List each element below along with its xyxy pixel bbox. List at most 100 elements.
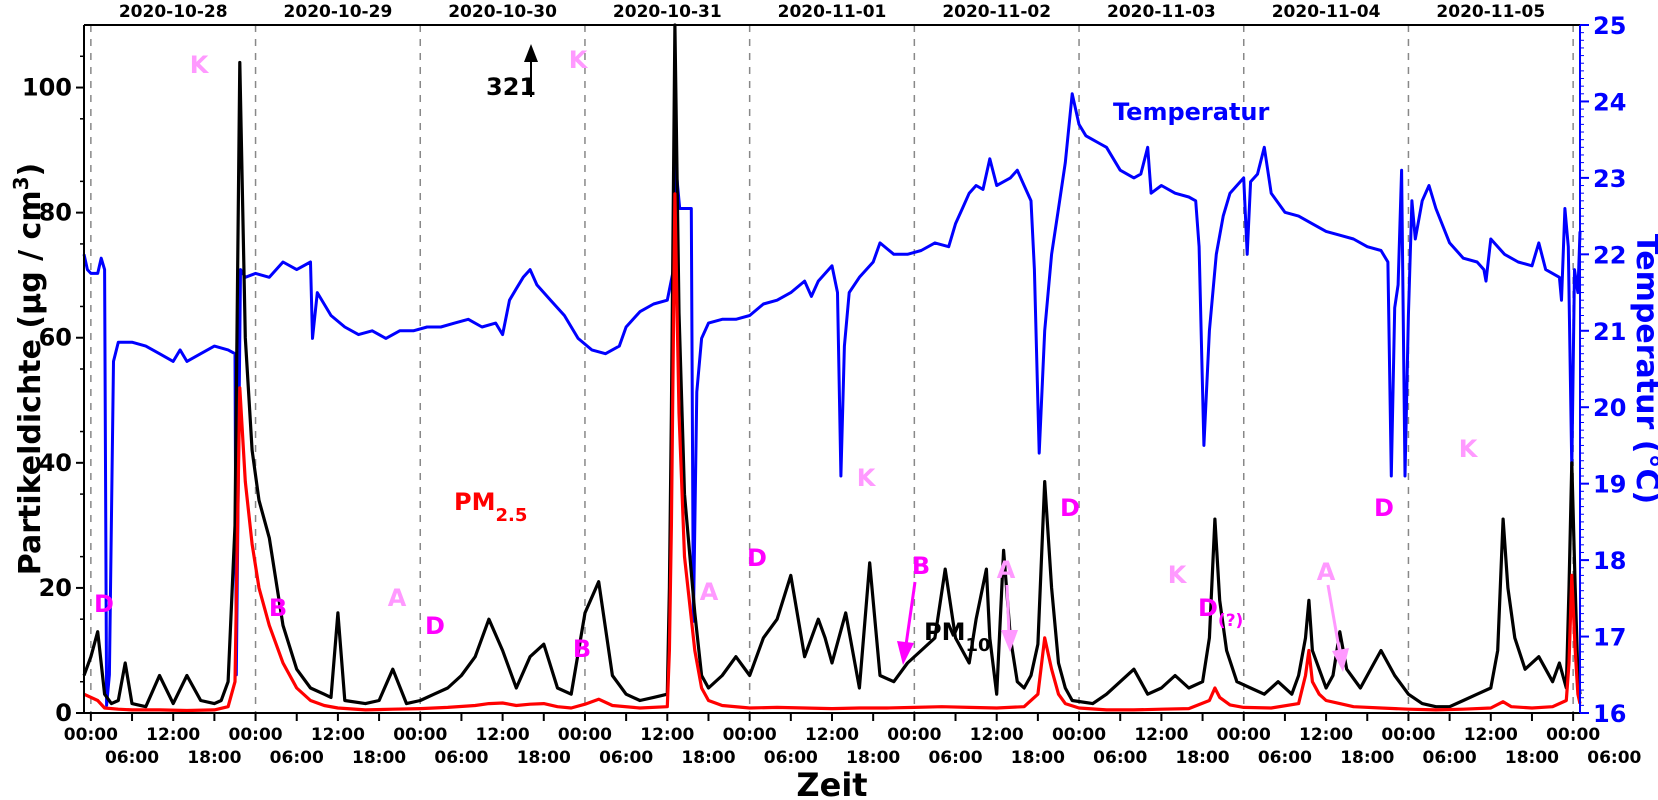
- event-label-k-5: K: [569, 46, 589, 74]
- event-label-b-2: B: [269, 594, 287, 622]
- y-axis-left-title-sup: 3: [9, 176, 33, 190]
- right-tick-label-9: 25: [1593, 12, 1626, 40]
- bottom-ticks: 00:00 12:00 00:00 12:00 00:00 12:00 00:00 12:00…: [64, 713, 1642, 768]
- arrow-a1-head: [1001, 630, 1018, 652]
- x-tick-label-row2-14: 06:00: [1258, 748, 1312, 768]
- x-tick-label-row1-9: 12:00: [805, 725, 859, 745]
- event-label-d-question-sub: (?): [1218, 611, 1243, 631]
- date-labels: 2020-10-28 2020-10-29 2020-10-30 2020-10-31…: [119, 2, 1545, 22]
- right-tick-label-7: 23: [1593, 165, 1626, 193]
- temperature-series: [82, 92, 1582, 707]
- arrow-a2-shaft: [1326, 584, 1342, 655]
- right-tick-label-3: 19: [1593, 471, 1626, 499]
- x-tick-label-row2-16: 06:00: [1423, 748, 1477, 768]
- pm10-label: PM10: [924, 618, 991, 656]
- right-tick-label-4: 20: [1593, 394, 1626, 422]
- y-axis-left-title-main: Partikeldichte (µg / cm: [13, 190, 48, 575]
- x-tick-label-row1-7: 12:00: [640, 725, 694, 745]
- right-tick-label-8: 24: [1593, 88, 1626, 116]
- right-tick-label-6: 22: [1593, 241, 1626, 269]
- plot-area: [84, 25, 1580, 713]
- x-tick-label-row2-12: 06:00: [1093, 748, 1147, 768]
- x-tick-label-row1-12: 00:00: [1052, 725, 1106, 745]
- date-label-3: 2020-10-31: [613, 2, 722, 22]
- right-tick-label-5: 21: [1593, 318, 1626, 346]
- x-tick-label-row2-3: 18:00: [352, 748, 406, 768]
- y-axis-left-title: Partikeldichte (µg / cm3): [9, 163, 48, 575]
- x-tick-label-row2-1: 18:00: [187, 748, 241, 768]
- x-tick-label-row1-5: 12:00: [476, 725, 530, 745]
- x-tick-label-row1-11: 12:00: [970, 725, 1024, 745]
- x-tick-label-row2-0: 06:00: [105, 748, 159, 768]
- right-ticks: 16 17 18 19 20 21 22 23 24 25: [1580, 12, 1626, 728]
- arrow-b-shaft: [904, 581, 917, 646]
- arrow-b-head: [897, 641, 914, 665]
- x-tick-label-row1-13: 12:00: [1134, 725, 1188, 745]
- arrow-a2-head: [1332, 648, 1349, 672]
- date-label-5: 2020-11-02: [942, 2, 1051, 22]
- x-tick-label-row2-2: 06:00: [270, 748, 324, 768]
- date-label-0: 2020-10-28: [119, 2, 228, 22]
- event-label-d-8: D: [747, 544, 767, 572]
- x-tick-label-row1-6: 00:00: [558, 725, 612, 745]
- x-axis-title: Zeit: [796, 766, 867, 800]
- event-label-a-11: A: [997, 556, 1016, 584]
- date-label-1: 2020-10-29: [284, 2, 393, 22]
- pm25-label: PM2.5: [454, 488, 527, 526]
- x-tick-label-row1-14: 00:00: [1217, 725, 1271, 745]
- x-tick-label-row2-5: 18:00: [517, 748, 571, 768]
- x-tick-label-row1-8: 00:00: [723, 725, 777, 745]
- y-axis-left-title-end: ): [13, 163, 48, 177]
- x-tick-label-row2-9: 18:00: [846, 748, 900, 768]
- left-tick-label-1: 20: [39, 574, 72, 602]
- x-tick-label-row2-8: 06:00: [764, 748, 818, 768]
- event-label-d-question-main: D: [1198, 594, 1218, 622]
- event-label-k-9: K: [857, 464, 877, 492]
- offscale-value: 321: [486, 73, 536, 101]
- plot-frame: [84, 25, 1580, 713]
- offscale-arrow-head: [524, 44, 538, 62]
- event-label-d-0: D: [94, 590, 114, 618]
- right-tick-label-0: 16: [1593, 700, 1626, 728]
- event-label-b-10: B: [912, 552, 930, 580]
- left-ticks: 0 20 40 60 80 100: [22, 55, 84, 727]
- pm25-label-main: PM: [454, 488, 495, 516]
- x-tick-label-row2-13: 18:00: [1176, 748, 1230, 768]
- series-line-temperatur: [82, 92, 1582, 707]
- right-tick-label-2: 18: [1593, 547, 1626, 575]
- pm10-label-main: PM: [924, 618, 965, 646]
- x-tick-label-row1-17: 12:00: [1464, 725, 1518, 745]
- x-tick-label-row2-6: 06:00: [599, 748, 653, 768]
- pm25-label-sub: 2.5: [495, 505, 527, 526]
- x-tick-label-row2-4: 06:00: [434, 748, 488, 768]
- temperature-label: Temperatur: [1113, 98, 1270, 126]
- series-line-pm10: [82, 23, 1582, 709]
- date-label-8: 2020-11-05: [1436, 2, 1545, 22]
- left-tick-label-4: 80: [39, 199, 72, 227]
- series-line-pm25: [83, 192, 1582, 713]
- event-label-k-1: K: [190, 51, 210, 79]
- x-tick-label-row1-4: 00:00: [393, 725, 447, 745]
- date-label-4: 2020-11-01: [778, 2, 887, 22]
- x-tick-label-row1-15: 12:00: [1299, 725, 1353, 745]
- right-tick-label-1: 17: [1593, 624, 1626, 652]
- event-label-d-15: D: [1374, 494, 1394, 522]
- event-label-a-7: A: [700, 578, 719, 606]
- left-tick-label-2: 40: [39, 449, 72, 477]
- y-axis-right-title: Temperatur (°C): [1629, 234, 1658, 504]
- x-tick-label-row1-2: 00:00: [228, 725, 282, 745]
- x-tick-label-row1-0: 00:00: [64, 725, 118, 745]
- x-tick-label-row1-1: 12:00: [146, 725, 200, 745]
- x-tick-label-row2-18: 06:00: [1587, 748, 1641, 768]
- x-tick-label-row2-7: 18:00: [681, 748, 735, 768]
- event-label-a-14: A: [1317, 558, 1336, 586]
- x-tick-label-row1-16: 00:00: [1381, 725, 1435, 745]
- event-label-k-13: K: [1168, 561, 1188, 589]
- pm10-label-sub: 10: [965, 635, 990, 656]
- x-tick-label-row2-17: 18:00: [1505, 748, 1559, 768]
- day-separators: [90, 25, 1574, 713]
- pm25-series: [83, 192, 1582, 713]
- left-tick-label-5: 100: [22, 74, 72, 102]
